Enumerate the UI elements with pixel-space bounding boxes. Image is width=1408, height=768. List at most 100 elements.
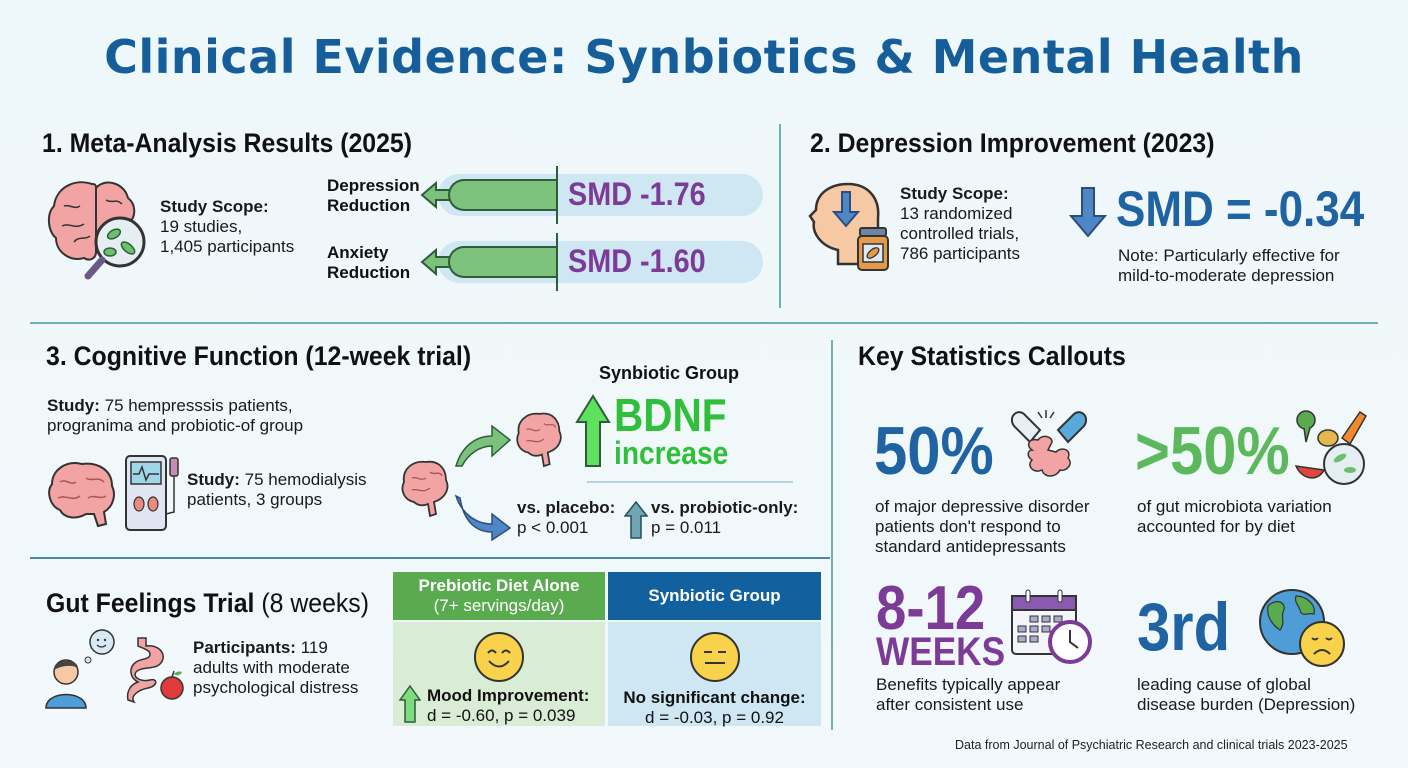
scope-line: 786 participants — [900, 244, 1021, 263]
stat-value: 50% — [874, 413, 994, 489]
vs-placebo-p: p < 0.001 — [517, 518, 589, 537]
study-label: Study: — [47, 396, 100, 415]
scope-label: Study Scope: — [900, 184, 1009, 203]
study-text: progranima and probiotic-of group — [47, 416, 304, 435]
bar-label-line: Reduction — [327, 263, 411, 282]
arrow-up-icon — [575, 394, 611, 467]
synbiotic-group-label: Synbiotic Group — [599, 363, 740, 383]
section1-scope: Study Scope: 19 studies, 1,405 participa… — [160, 197, 294, 257]
divider-horizontal-left — [30, 557, 830, 559]
desc-line: accounted for by diet — [1137, 517, 1295, 536]
table-header-synbiotic: Synbiotic Group — [608, 572, 821, 620]
participants-description: Participants: 119 adults with moderate p… — [193, 638, 358, 698]
stat-value: 8-12 — [876, 574, 986, 643]
bar-fill — [448, 179, 558, 211]
stat-description: of gut microbiota variation accounted fo… — [1137, 497, 1332, 537]
desc-line: leading cause of global — [1137, 675, 1311, 694]
brain-icon — [401, 460, 449, 518]
vs-probiotic-label: vs. probiotic-only: — [651, 498, 799, 517]
calendar-clock-icon — [1011, 589, 1092, 664]
desc-line: of major depressive disorder — [875, 497, 1090, 516]
participants-label: Participants: — [193, 638, 296, 657]
arrow-left-icon — [420, 181, 452, 209]
stat-description: leading cause of global disease burden (… — [1137, 675, 1355, 715]
bar-zero-line — [556, 166, 558, 224]
scope-line: 1,405 participants — [160, 237, 295, 256]
head-pill-bottle-icon — [808, 182, 889, 271]
vs-placebo: vs. placebo: p < 0.001 — [517, 498, 615, 538]
smd-value: SMD -1.60 — [568, 243, 706, 279]
participants-text: adults with moderate — [193, 658, 350, 677]
divider-horizontal-middle — [30, 322, 1378, 324]
happy-face-icon — [474, 632, 524, 682]
note-line: mild-to-moderate depression — [1118, 266, 1335, 285]
stat-unit: WEEKS — [876, 630, 1006, 674]
divider — [587, 481, 793, 483]
result-value: d = -0.60, p = 0.039 — [427, 706, 576, 725]
divider-vertical-top — [779, 124, 781, 308]
bar-label-line: Anxiety — [327, 243, 389, 262]
result-synbiotic: No significant change: d = -0.03, p = 0.… — [608, 688, 821, 728]
globe-sad-face-icon — [1259, 589, 1345, 667]
participants-text: psychological distress — [193, 678, 359, 697]
smd-value-large: SMD = -0.34 — [1116, 181, 1365, 237]
vs-probiotic-p: p = 0.011 — [651, 518, 722, 537]
result-prebiotic: Mood Improvement: d = -0.60, p = 0.039 — [427, 686, 589, 726]
result-label: No significant change: — [623, 688, 806, 707]
person-thought-bubble-icon — [45, 629, 115, 709]
arrow-curved-down-icon — [454, 494, 512, 542]
table-cell-synbiotic: No significant change: d = -0.03, p = 0.… — [608, 622, 821, 728]
scope-line: controlled trials, — [900, 224, 1020, 243]
header-line: Prebiotic Diet Alone — [418, 576, 580, 595]
comparison-table: Prebiotic Diet Alone (7+ servings/day) S… — [393, 572, 821, 728]
scope-line: 13 randomized — [900, 204, 1013, 223]
arrow-down-icon — [1068, 187, 1108, 238]
arrow-up-small-icon — [624, 500, 648, 539]
brain-icon — [48, 462, 115, 528]
smd-bar-depression: SMD -1.76 — [418, 166, 763, 224]
header-line: (7+ servings/day) — [433, 596, 565, 615]
study-description-2: Study: 75 hemodialysis patients, 3 group… — [187, 470, 367, 510]
header-line: Synbiotic Group — [648, 586, 781, 605]
bdnf-label: BDNF — [614, 389, 727, 441]
study-label: Study: — [187, 470, 240, 489]
bar-label-line: Depression — [327, 176, 420, 195]
participants-text: 119 — [295, 638, 328, 657]
brain-icon — [516, 412, 562, 468]
arrow-left-icon — [420, 248, 452, 276]
gut-apple-icon — [126, 637, 184, 704]
dialysis-machine-icon — [125, 455, 179, 531]
bar-label-line: Reduction — [327, 196, 411, 215]
study-text: patients, 3 groups — [187, 490, 323, 509]
stat-description: of major depressive disorder patients do… — [875, 497, 1089, 557]
vegetables-bacteria-icon — [1294, 410, 1367, 485]
neutral-face-icon — [689, 632, 740, 682]
desc-line: Benefits typically appear — [876, 675, 1061, 694]
bar-fill — [448, 246, 558, 278]
scope-label: Study Scope: — [160, 197, 269, 216]
arrow-curved-up-icon — [454, 424, 512, 467]
study-text: 75 hempresssis patients, — [99, 396, 293, 415]
bar-label-depression: Depression Reduction — [327, 176, 420, 216]
result-label: Mood Improvement: — [427, 686, 590, 705]
broken-capsule-brain-icon — [1010, 410, 1088, 477]
scope-line: 19 studies, — [160, 217, 243, 236]
study-text: 75 hemodialysis — [239, 470, 367, 489]
stat-description: Benefits typically appear after consiste… — [876, 675, 1060, 715]
page-title: Clinical Evidence: Synbiotics & Mental H… — [104, 30, 1304, 84]
result-value: d = -0.03, p = 0.92 — [645, 708, 784, 727]
desc-line: after consistent use — [876, 695, 1024, 714]
stat-value: 3rd — [1137, 589, 1231, 665]
smd-bar-anxiety: SMD -1.60 — [418, 233, 763, 291]
section1-heading: 1. Meta-Analysis Results (2025) — [42, 128, 412, 158]
section2-note: Note: Particularly effective for mild-to… — [1118, 246, 1340, 286]
bdnf-increase-label: increase — [614, 435, 729, 471]
table-cell-prebiotic: Mood Improvement: d = -0.60, p = 0.039 — [393, 622, 605, 726]
note-line: Note: Particularly effective for — [1118, 246, 1340, 265]
arrow-up-icon — [399, 684, 421, 723]
divider-vertical-bottom — [831, 340, 833, 730]
bar-zero-line — [556, 233, 558, 291]
desc-line: disease burden (Depression) — [1137, 695, 1356, 714]
heading-bold: Gut Feelings Trial — [46, 588, 255, 618]
section2-scope: Study Scope: 13 randomized controlled tr… — [900, 184, 1020, 264]
